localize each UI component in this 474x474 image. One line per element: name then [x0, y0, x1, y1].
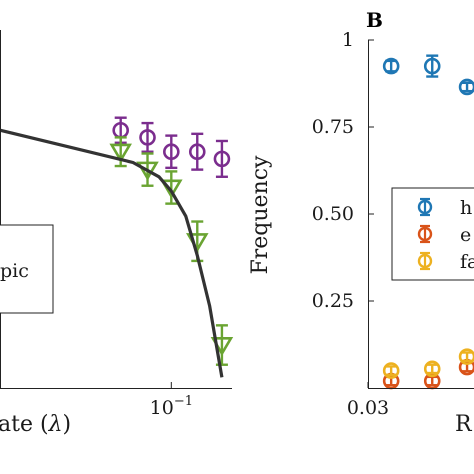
panel-a-series-0-point-3: [188, 143, 206, 161]
panel-b-x-axis-title: R: [455, 412, 473, 437]
panel-b-series-h-point-1: [423, 57, 441, 75]
panel-b-label: B: [366, 8, 383, 32]
panel-b-series-fa-point-2: [458, 348, 474, 365]
panel-b-legend-label-2: fa: [460, 251, 474, 273]
panel-b-series-fa-point-0: [382, 362, 400, 379]
panel-b-legend-label-1: e: [460, 224, 471, 246]
panel-b-y-tick-label-0: 0.25: [312, 290, 354, 312]
panel-b-legend-label-0: h: [460, 197, 472, 219]
panel-a-series-0-point-4: [213, 150, 231, 168]
panel-a-legend-box: [0, 224, 54, 314]
panel-a-legend: pic: [0, 224, 54, 314]
panel-a-legend-label: pic: [0, 260, 29, 282]
panel-a: 10−1 pic ate (λ): [0, 30, 234, 437]
panel-b-y-tick-label-3: 1: [342, 29, 354, 51]
panel-b: B 0.25 0.50 0.75 1 0.03 Frequency R he fa: [248, 8, 474, 437]
panel-b-series-h-point-2: [458, 78, 474, 96]
panel-a-series-0-point-1: [139, 129, 156, 146]
panel-b-ticks: 0.25 0.50 0.75 1 0.03: [312, 29, 389, 419]
panel-b-y-tick-label-2: 0.75: [312, 116, 354, 138]
panel-a-x-axis-title: ate (λ): [0, 412, 71, 437]
panel-a-model-line: [0, 128, 224, 378]
panel-b-legend: he fa: [391, 187, 474, 281]
panel-b-series-h-point-0: [382, 57, 400, 75]
panel-a-series-1-point-2: [160, 179, 183, 199]
panel-a-series-1-point-1: [136, 161, 159, 181]
panel-a-x-tick-label-0: 10−1: [150, 394, 193, 419]
panel-b-legend-marker-2: [417, 253, 433, 269]
panel-b-legend-box: [391, 187, 474, 281]
panel-b-x-tick-label-0: 0.03: [347, 397, 389, 419]
panel-b-y-tick-label-1: 0.50: [312, 203, 354, 225]
panel-b-legend-marker-1: [417, 226, 433, 242]
panel-a-ticks: 10−1: [150, 382, 193, 419]
panel-a-series-0-point-2: [163, 143, 180, 161]
panel-b-legend-marker-0: [417, 199, 433, 215]
panel-a-marks: [0, 116, 234, 378]
panel-b-y-axis-title: Frequency: [248, 155, 273, 275]
panel-b-series-fa-point-1: [423, 360, 441, 378]
panel-a-series-1-point-0: [109, 143, 132, 163]
panel-b-marks: [382, 54, 474, 390]
